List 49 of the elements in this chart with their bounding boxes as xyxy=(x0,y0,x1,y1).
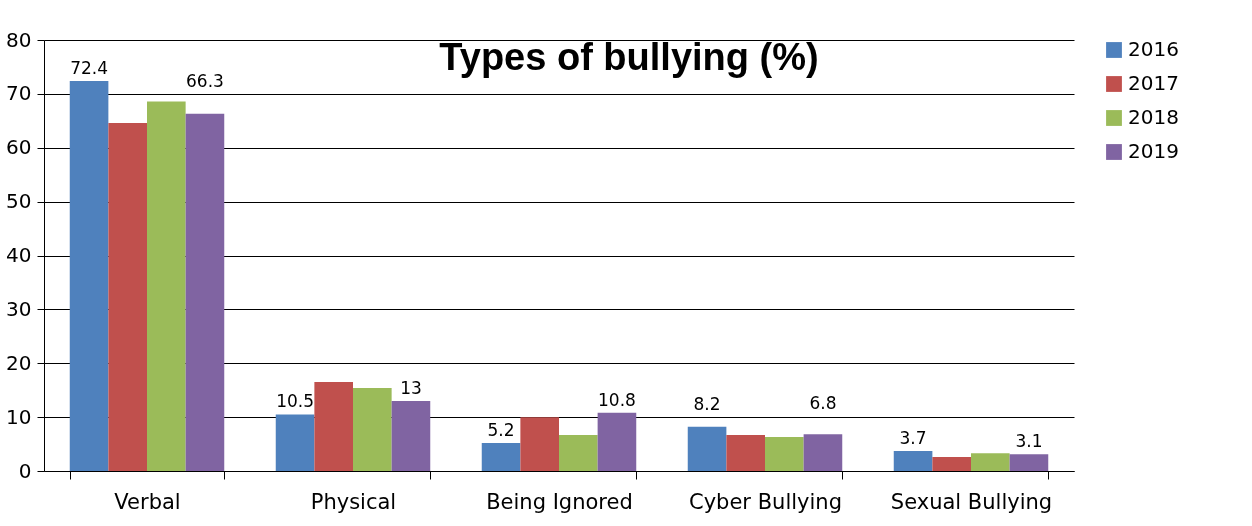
bar xyxy=(353,388,392,471)
y-tick-label: 60 xyxy=(6,135,32,160)
bar xyxy=(314,382,353,471)
legend-label: 2018 xyxy=(1128,105,1179,129)
data-label: 13 xyxy=(400,377,422,398)
y-tick-label: 0 xyxy=(18,458,32,483)
bar xyxy=(391,400,431,471)
x-tick-label: Cyber Bullying xyxy=(689,489,842,514)
bar xyxy=(726,434,765,471)
bar xyxy=(893,451,933,471)
x-tick-label: Verbal xyxy=(114,489,181,514)
bar xyxy=(520,417,559,471)
bar xyxy=(803,434,843,471)
data-label: 66.3 xyxy=(186,70,224,91)
data-label: 3.1 xyxy=(1015,431,1043,452)
bar xyxy=(971,453,1010,471)
y-tick-label: 20 xyxy=(6,350,32,375)
x-tick-label: Physical xyxy=(310,489,397,514)
legend-label: 2017 xyxy=(1128,71,1179,95)
chart-title: Types of bullying (%) xyxy=(439,36,819,78)
bar xyxy=(69,80,109,471)
y-tick-label: 80 xyxy=(6,27,32,52)
legend-label: 2016 xyxy=(1128,37,1179,61)
legend-label: 2019 xyxy=(1128,139,1179,163)
data-label: 5.2 xyxy=(487,419,515,440)
y-tick-label: 40 xyxy=(6,243,32,267)
bar xyxy=(932,456,971,471)
bar xyxy=(765,437,804,471)
data-label: 8.2 xyxy=(693,393,721,414)
data-label: 10.8 xyxy=(598,389,636,410)
bar xyxy=(597,412,637,471)
x-tick-label: Sexual Bullying xyxy=(890,489,1053,514)
bar xyxy=(275,414,315,471)
data-label: 10.5 xyxy=(276,391,314,412)
x-tick-label: Being Ignored xyxy=(486,489,633,514)
bar xyxy=(147,101,186,471)
bar xyxy=(481,442,521,471)
data-label: 72.4 xyxy=(70,57,108,78)
bar xyxy=(687,426,727,471)
y-tick-label: 70 xyxy=(6,81,32,106)
y-tick-label: 10 xyxy=(6,404,32,429)
data-label: 6.8 xyxy=(809,393,837,414)
bar xyxy=(185,113,225,471)
bar xyxy=(108,122,147,471)
y-tick-label: 50 xyxy=(6,189,32,214)
bar xyxy=(1009,454,1049,471)
y-tick-label: 30 xyxy=(6,296,32,321)
data-label: 3.7 xyxy=(899,428,927,449)
bar xyxy=(559,434,598,471)
